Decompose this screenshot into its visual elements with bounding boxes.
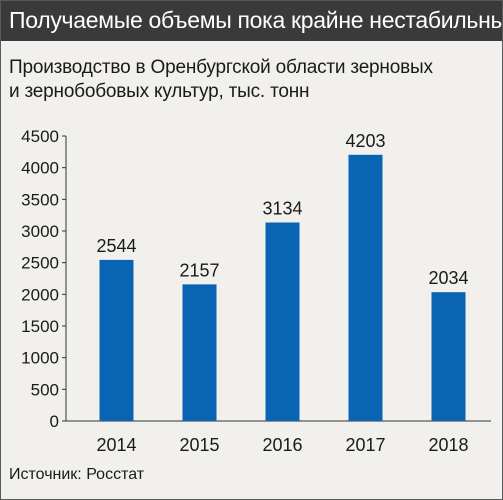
bar-value-label: 3134 xyxy=(262,199,302,219)
y-tick-label: 4000 xyxy=(21,159,59,178)
bar-value-label: 2157 xyxy=(179,260,219,280)
x-tick-label: 2017 xyxy=(345,435,385,455)
source-note: Источник: Росстат xyxy=(9,466,145,483)
x-tick-label: 2015 xyxy=(179,435,219,455)
bar xyxy=(431,292,466,421)
header-bar: Получаемые объемы пока крайне нестабильн… xyxy=(1,1,503,41)
x-tick-label: 2014 xyxy=(96,435,136,455)
y-tick-label: 3000 xyxy=(21,222,59,241)
bar xyxy=(99,259,134,421)
bar xyxy=(265,222,300,421)
page-title: Получаемые объемы пока крайне нестабильн… xyxy=(9,7,503,33)
y-tick-label: 1000 xyxy=(21,349,59,368)
chart-subtitle-line-1: Производство в Оренбургской области зерн… xyxy=(9,57,433,78)
chart-subtitle-line-2: и зернобобовых культур, тыс. тонн xyxy=(9,81,310,102)
y-tick-label: 2500 xyxy=(21,254,59,273)
y-tick-label: 4500 xyxy=(21,127,59,146)
bar-value-label: 4203 xyxy=(345,131,385,151)
y-tick-label: 2000 xyxy=(21,285,59,304)
bar xyxy=(182,284,217,421)
y-tick-label: 500 xyxy=(31,380,59,399)
x-tick-label: 2018 xyxy=(428,435,468,455)
bar-value-label: 2544 xyxy=(96,236,136,256)
y-tick-label: 0 xyxy=(50,412,59,431)
y-tick-label: 3500 xyxy=(21,190,59,209)
bar-chart: 0 500 1000 1500 2000 2500 3000 3500 4000 4500 2544… xyxy=(21,127,491,455)
chart-subtitle: Производство в Оренбургской области зерн… xyxy=(9,56,489,104)
y-tick-label: 1500 xyxy=(21,317,59,336)
x-tick-label: 2016 xyxy=(262,435,302,455)
bar-value-label: 2034 xyxy=(428,268,468,288)
bar xyxy=(348,154,383,421)
